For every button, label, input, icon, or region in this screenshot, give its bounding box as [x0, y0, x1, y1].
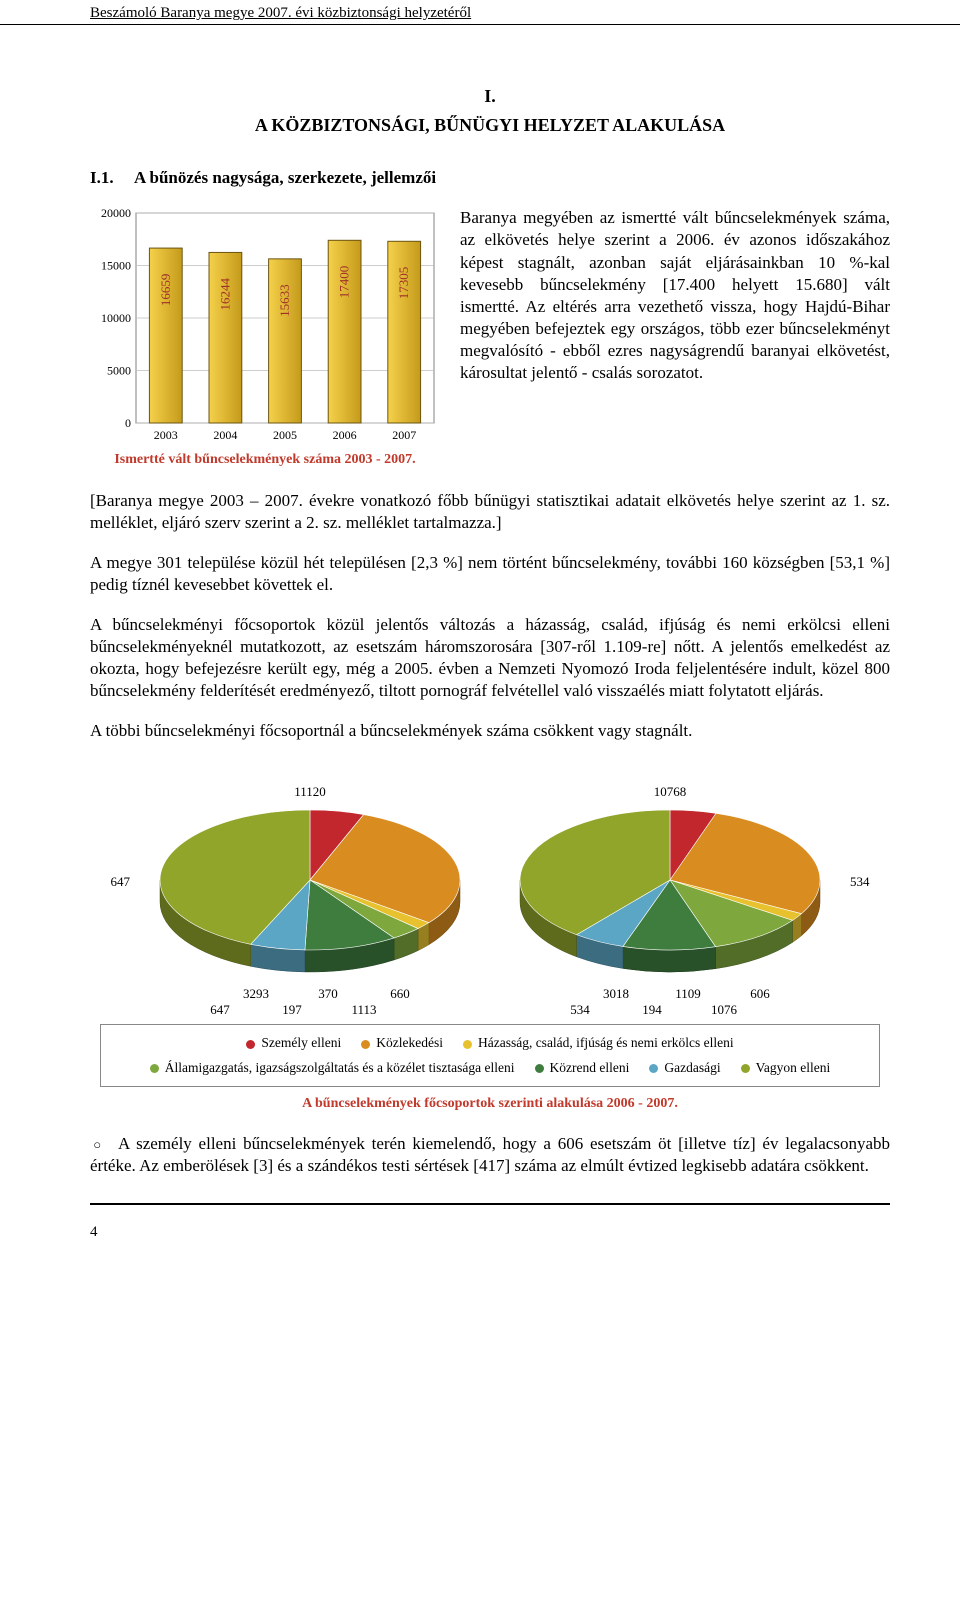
- svg-text:606: 606: [750, 986, 770, 1001]
- svg-text:15000: 15000: [101, 259, 131, 273]
- legend-label: Vagyon elleni: [756, 1060, 831, 1075]
- heading-sub-title: A bűnözés nagysága, szerkezete, jellemző…: [134, 168, 436, 187]
- svg-text:20000: 20000: [101, 207, 131, 220]
- heading-sub-num: I.1.: [90, 168, 114, 187]
- svg-text:3293: 3293: [243, 986, 269, 1001]
- svg-text:17400: 17400: [337, 266, 352, 299]
- footer-rule: [90, 1203, 890, 1205]
- svg-text:10768: 10768: [654, 784, 687, 799]
- running-head: Beszámoló Baranya megye 2007. évi közbiz…: [0, 0, 960, 25]
- legend-label: Közrend elleni: [550, 1060, 630, 1075]
- legend-label: Államigazgatás, igazságszolgáltatás és a…: [165, 1060, 515, 1075]
- legend-item: Vagyon elleni: [741, 1056, 831, 1080]
- svg-text:0: 0: [125, 416, 131, 430]
- pie-legend: Személy elleni Közlekedési Házasság, csalá…: [100, 1024, 880, 1087]
- paragraph-bracket: [Baranya megye 2003 – 2007. évekre vonat…: [90, 490, 890, 534]
- svg-text:2007: 2007: [392, 428, 416, 442]
- heading-roman: I.: [90, 85, 890, 108]
- legend-item: Közrend elleni: [535, 1056, 630, 1080]
- svg-text:11120: 11120: [294, 784, 326, 799]
- svg-text:2003: 2003: [154, 428, 178, 442]
- paragraph-bullet: ○A személy elleni bűncselekmények terén …: [90, 1133, 890, 1177]
- svg-text:15633: 15633: [277, 285, 292, 318]
- list-bullet-icon: ○: [90, 1137, 118, 1154]
- svg-text:2006: 2006: [333, 428, 357, 442]
- heading-sub: I.1. A bűnözés nagysága, szerkezete, jel…: [90, 167, 890, 189]
- paragraph-tobbi: A többi bűncselekményi főcsoportnál a bű…: [90, 720, 890, 742]
- paragraph-focsoport: A bűncselekményi főcsoportok közül jelen…: [90, 614, 890, 702]
- pie-chart-container: 11120 647 3293 197 370 1113 660 647 10768 534 3018…: [90, 760, 890, 1113]
- bar-chart-container: 0 5000 10000 15000 20000 16659 2003 16244 2004 15…: [90, 207, 440, 469]
- svg-text:534: 534: [570, 1002, 590, 1017]
- legend-swatch: [246, 1040, 255, 1049]
- svg-text:1109: 1109: [675, 986, 701, 1001]
- legend-item: Közlekedési: [361, 1031, 443, 1055]
- legend-item: Személy elleni: [246, 1031, 341, 1055]
- bar-chart-caption: Ismertté vált bűncselekmények száma 2003…: [90, 451, 440, 469]
- legend-item: Gazdasági: [649, 1056, 720, 1080]
- svg-text:1113: 1113: [351, 1002, 376, 1017]
- legend-item: Államigazgatás, igazságszolgáltatás és a…: [150, 1056, 515, 1080]
- legend-label: Házasság, család, ifjúság és nemi erkölc…: [478, 1035, 734, 1050]
- pie-chart-caption: A bűncselekmények főcsoportok szerinti a…: [90, 1095, 890, 1113]
- svg-text:2004: 2004: [213, 428, 237, 442]
- legend-label: Gazdasági: [664, 1060, 720, 1075]
- svg-text:647: 647: [210, 1002, 230, 1017]
- legend-swatch: [463, 1040, 472, 1049]
- heading-main: A KÖZBIZTONSÁGI, BŰNÜGYI HELYZET ALAKULÁ…: [90, 114, 890, 137]
- svg-text:10000: 10000: [101, 311, 131, 325]
- legend-label: Személy elleni: [261, 1035, 341, 1050]
- svg-text:647: 647: [111, 874, 131, 889]
- svg-text:16244: 16244: [217, 278, 232, 311]
- side-paragraph: Baranya megyében az ismertté vált bűncse…: [460, 207, 890, 384]
- page-number: 4: [90, 1223, 890, 1243]
- pie-chart: 11120 647 3293 197 370 1113 660 647 10768 534 3018…: [100, 760, 880, 1020]
- svg-text:197: 197: [282, 1002, 302, 1017]
- svg-text:370: 370: [318, 986, 338, 1001]
- legend-label: Közlekedési: [376, 1035, 443, 1050]
- svg-text:1076: 1076: [711, 1002, 738, 1017]
- legend-swatch: [535, 1064, 544, 1073]
- svg-text:534: 534: [850, 874, 870, 889]
- svg-text:3018: 3018: [603, 986, 629, 1001]
- bar-chart: 0 5000 10000 15000 20000 16659 2003 16244 2004 15…: [90, 207, 440, 447]
- legend-item: Házasság, család, ifjúság és nemi erkölc…: [463, 1031, 734, 1055]
- svg-text:16659: 16659: [158, 274, 173, 307]
- paragraph-bullet-text: A személy elleni bűncselekmények terén k…: [90, 1134, 890, 1175]
- svg-text:2005: 2005: [273, 428, 297, 442]
- svg-text:194: 194: [642, 1002, 662, 1017]
- legend-swatch: [361, 1040, 370, 1049]
- svg-text:5000: 5000: [107, 364, 131, 378]
- legend-swatch: [741, 1064, 750, 1073]
- svg-text:660: 660: [390, 986, 410, 1001]
- legend-swatch: [150, 1064, 159, 1073]
- legend-swatch: [649, 1064, 658, 1073]
- svg-text:17305: 17305: [396, 267, 411, 300]
- paragraph-301: A megye 301 települése közül hét települ…: [90, 552, 890, 596]
